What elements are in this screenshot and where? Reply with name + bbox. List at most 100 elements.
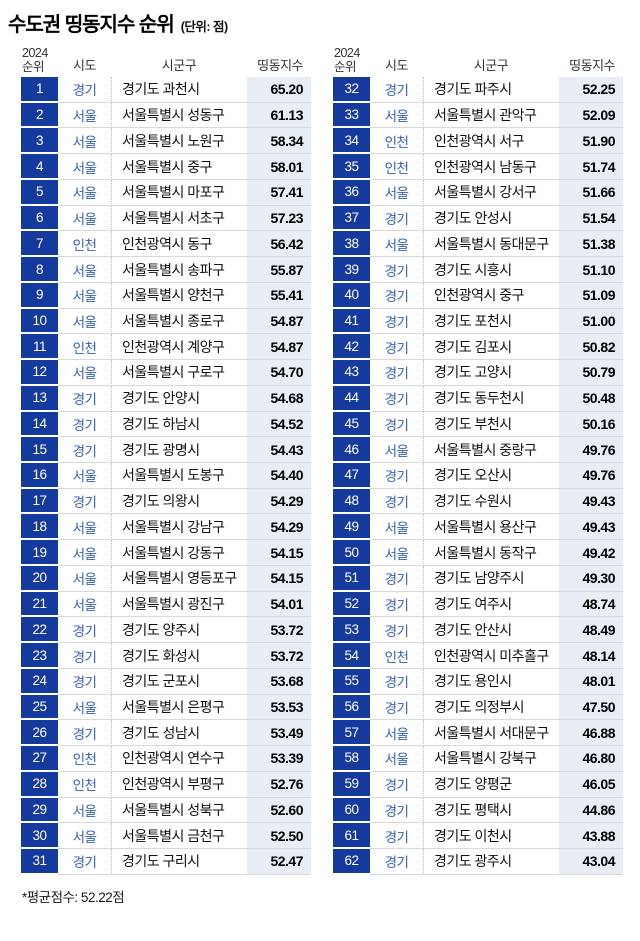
sigungu-cell: 경기도 광명시: [111, 437, 247, 464]
sido-cell: 경기: [370, 489, 423, 515]
table-row: 18 서울 서울특별시 강남구 54.29: [21, 514, 311, 541]
sido-cell: 경기: [370, 592, 423, 618]
score-cell: 48.01: [559, 668, 623, 695]
sido-cell: 경기: [370, 695, 423, 721]
score-cell: 53.39: [247, 746, 311, 772]
table-row: 33 서울 서울특별시 관악구 52.09: [333, 102, 623, 129]
rank-cell: 16: [21, 463, 58, 489]
sigungu-cell: 서울특별시 도봉구: [111, 463, 247, 489]
sigungu-cell: 서울특별시 은평구: [111, 694, 247, 721]
rank-cell: 46: [333, 437, 370, 464]
table-row: 56 경기 경기도 의정부시 47.50: [333, 694, 623, 721]
table-row: 3 서울 서울특별시 노원구 58.34: [21, 128, 311, 155]
sigungu-cell: 서울특별시 관악구: [423, 102, 559, 129]
table-row: 23 경기 경기도 화성시 53.72: [21, 643, 311, 669]
sigungu-cell: 경기도 양주시: [111, 617, 247, 644]
sido-cell: 경기: [370, 463, 423, 489]
table-row: 7 인천 인천광역시 동구 56.42: [21, 231, 311, 258]
sigungu-cell: 경기도 고양시: [423, 360, 559, 386]
sido-cell: 경기: [58, 669, 111, 695]
sido-cell: 서울: [370, 103, 423, 129]
score-cell: 56.42: [247, 231, 311, 258]
sido-cell: 경기: [370, 206, 423, 232]
score-cell: 51.00: [559, 308, 623, 335]
rank-cell: 61: [333, 823, 370, 850]
sigungu-cell: 인천광역시 부평구: [111, 771, 247, 798]
table-row: 9 서울 서울특별시 양천구 55.41: [21, 282, 311, 309]
score-cell: 48.14: [559, 643, 623, 669]
score-cell: 65.20: [247, 77, 311, 103]
header-rank-year: 2024: [22, 46, 48, 60]
table-row: 22 경기 경기도 양주시 53.72: [21, 617, 311, 644]
score-cell: 51.09: [559, 282, 623, 309]
sido-cell: 서울: [58, 360, 111, 386]
score-cell: 48.49: [559, 617, 623, 644]
sigungu-cell: 인천광역시 연수구: [111, 746, 247, 772]
table-row: 13 경기 경기도 안양시 54.68: [21, 385, 311, 412]
score-cell: 52.76: [247, 771, 311, 798]
sigungu-cell: 서울특별시 서대문구: [423, 720, 559, 747]
rank-cell: 39: [333, 257, 370, 283]
sigungu-cell: 경기도 용인시: [423, 668, 559, 695]
table-row: 35 인천 인천광역시 남동구 51.74: [333, 154, 623, 180]
sido-cell: 경기: [58, 386, 111, 412]
sido-cell: 서울: [370, 746, 423, 772]
table-row: 52 경기 경기도 여주시 48.74: [333, 591, 623, 618]
sigungu-cell: 경기도 포천시: [423, 308, 559, 335]
rank-cell: 51: [333, 565, 370, 592]
score-cell: 54.29: [247, 488, 311, 515]
table-row: 19 서울 서울특별시 강동구 54.15: [21, 540, 311, 566]
sigungu-cell: 서울특별시 성북구: [111, 797, 247, 824]
sido-cell: 인천: [58, 334, 111, 361]
sigungu-cell: 서울특별시 용산구: [423, 514, 559, 541]
score-cell: 49.43: [559, 488, 623, 515]
table-row: 32 경기 경기도 파주시 52.25: [333, 77, 623, 103]
header-rank-year: 2024: [334, 46, 360, 60]
header-score: 띵동지수: [257, 58, 303, 73]
sigungu-cell: 경기도 하남시: [111, 411, 247, 438]
rank-cell: 43: [333, 360, 370, 386]
score-cell: 53.53: [247, 694, 311, 721]
sido-cell: 경기: [370, 309, 423, 335]
sigungu-cell: 서울특별시 강남구: [111, 514, 247, 541]
sido-cell: 서울: [58, 103, 111, 129]
sigungu-cell: 경기도 수원시: [423, 488, 559, 515]
score-cell: 55.87: [247, 257, 311, 283]
sido-cell: 경기: [58, 643, 111, 669]
sigungu-cell: 서울특별시 동작구: [423, 540, 559, 566]
rank-cell: 17: [21, 488, 58, 515]
sido-cell: 경기: [58, 720, 111, 747]
sido-cell: 인천: [370, 154, 423, 180]
sido-cell: 서울: [58, 257, 111, 283]
score-cell: 52.47: [247, 849, 311, 875]
sigungu-cell: 경기도 부천시: [423, 411, 559, 438]
table-row: 50 서울 서울특별시 동작구 49.42: [333, 540, 623, 566]
sigungu-cell: 인천광역시 동구: [111, 231, 247, 258]
rank-cell: 34: [333, 128, 370, 155]
sigungu-cell: 경기도 오산시: [423, 463, 559, 489]
rank-cell: 57: [333, 720, 370, 747]
sigungu-cell: 경기도 파주시: [423, 77, 559, 103]
sido-cell: 서울: [58, 798, 111, 824]
sigungu-cell: 인천광역시 미추홀구: [423, 643, 559, 669]
score-cell: 43.04: [559, 849, 623, 875]
sido-cell: 경기: [370, 412, 423, 438]
sido-cell: 서울: [370, 180, 423, 206]
score-cell: 44.86: [559, 797, 623, 824]
score-cell: 54.68: [247, 385, 311, 412]
sigungu-cell: 서울특별시 강북구: [423, 746, 559, 772]
score-cell: 52.50: [247, 823, 311, 850]
score-cell: 51.74: [559, 154, 623, 180]
table-row: 53 경기 경기도 안산시 48.49: [333, 617, 623, 644]
score-cell: 57.41: [247, 179, 311, 206]
rank-cell: 21: [21, 591, 58, 618]
ranking-table-right: 2024 순위 시도 시군구 띵동지수 32 경기 경기도 파주시 52.25 33 서울…: [333, 36, 623, 875]
score-cell: 51.10: [559, 257, 623, 283]
table-row: 1 경기 경기도 과천시 65.20: [21, 77, 311, 103]
rank-cell: 15: [21, 437, 58, 464]
sigungu-cell: 서울특별시 양천구: [111, 282, 247, 309]
score-cell: 50.48: [559, 385, 623, 412]
rank-cell: 4: [21, 154, 58, 180]
rank-cell: 10: [21, 308, 58, 335]
score-cell: 49.43: [559, 514, 623, 541]
